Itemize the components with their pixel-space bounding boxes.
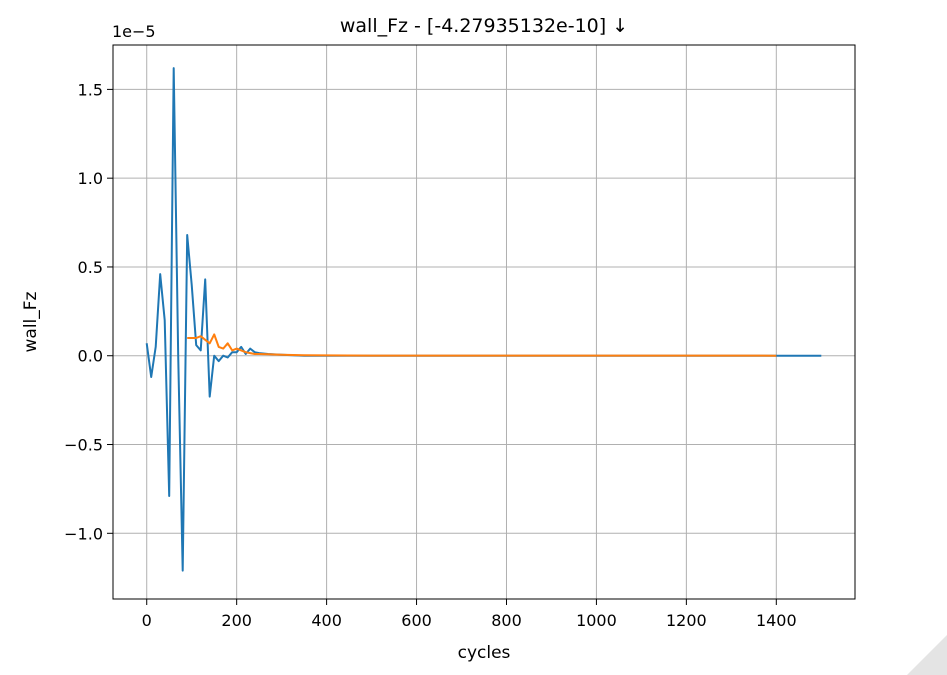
corner-decoration <box>907 635 947 675</box>
series-line-2 <box>187 333 777 357</box>
x-tick-label: 1400 <box>756 611 797 630</box>
y-scale-label: 1e−5 <box>112 22 156 41</box>
y-tick-label: −1.0 <box>64 524 103 543</box>
y-tick-label: 0.5 <box>78 258 103 277</box>
grid <box>113 45 855 599</box>
y-tick-label: 1.0 <box>78 169 103 188</box>
x-axis-label: cycles <box>458 643 511 663</box>
x-tick-label: 400 <box>311 611 342 630</box>
x-tick-label: 800 <box>491 611 522 630</box>
series-line-1 <box>145 67 822 572</box>
chart-title: wall_Fz - [-4.27935132e-10] ↓ <box>340 15 628 37</box>
x-tick-label: 600 <box>401 611 432 630</box>
series-layer <box>145 67 822 572</box>
x-tick-label: 1200 <box>666 611 707 630</box>
plot-frame <box>112 44 856 600</box>
y-tick-label: 1.5 <box>78 80 103 99</box>
x-tick-label: 0 <box>142 611 152 630</box>
x-tick-label: 1000 <box>576 611 617 630</box>
x-tick-label: 200 <box>221 611 252 630</box>
x-axis-ticks: 0 200 400 600 800 1000 1200 1400 <box>142 599 797 630</box>
y-tick-label: 0.0 <box>78 347 103 366</box>
y-tick-label: −0.5 <box>64 436 103 455</box>
y-axis-ticks: −1.0 −0.5 0.0 0.5 1.0 1.5 <box>64 80 113 543</box>
y-axis-label: wall_Fz <box>21 291 41 352</box>
